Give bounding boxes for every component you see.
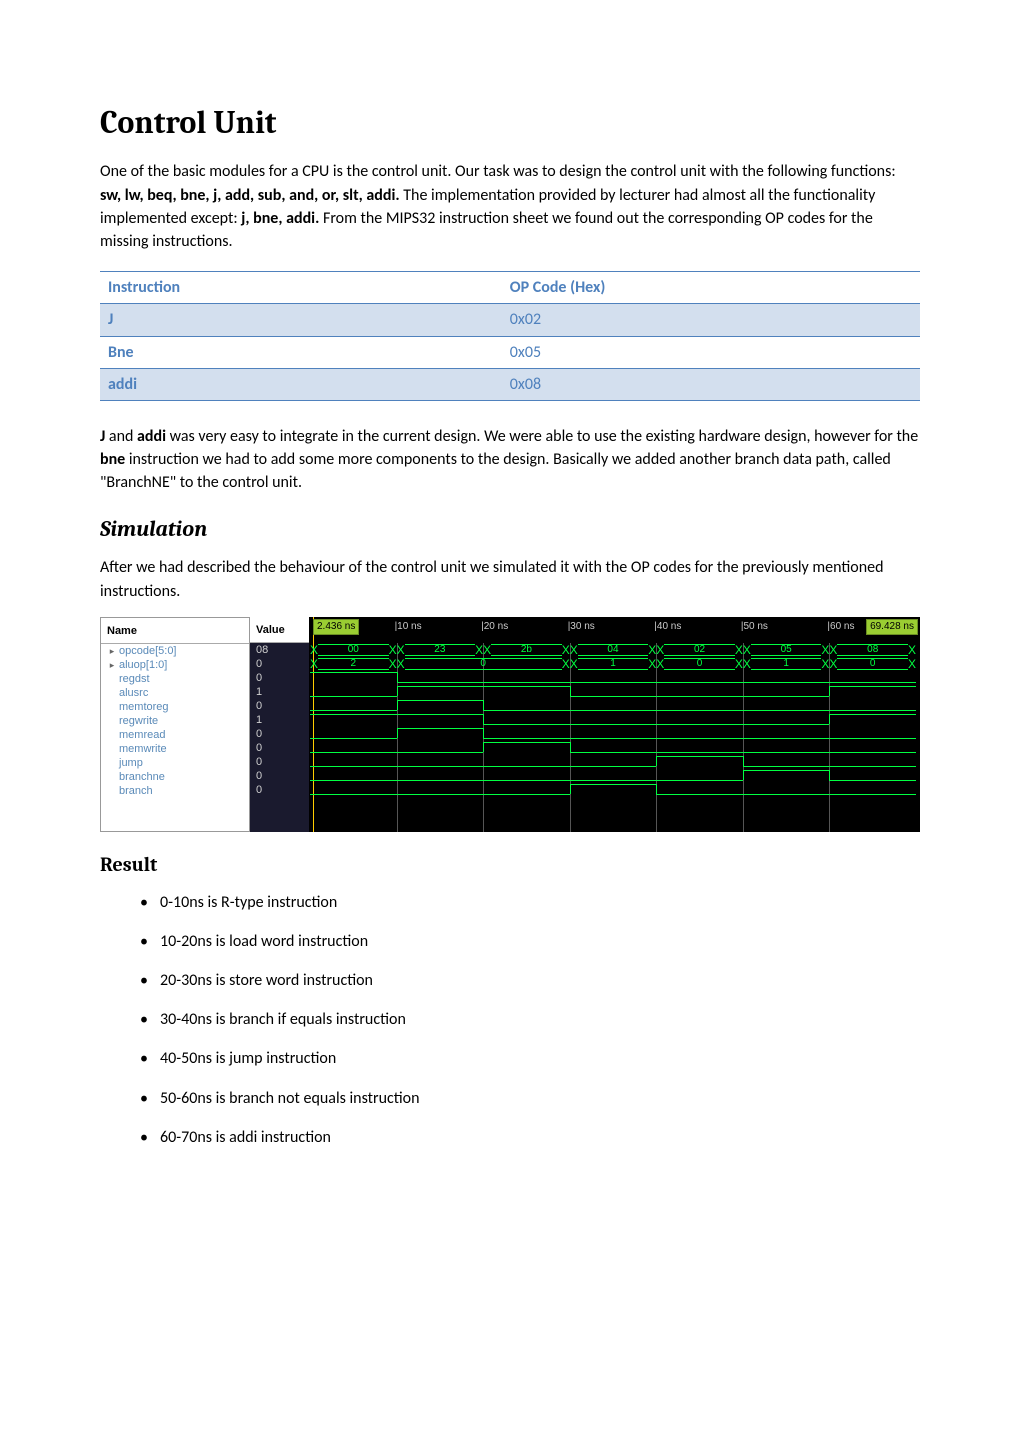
waveform-signal-name[interactable]: alusrc bbox=[101, 686, 249, 700]
list-item: 0-10ns is R-type instruction bbox=[140, 891, 920, 914]
ruler-label: |20 ns bbox=[481, 620, 508, 635]
waveform-signal-row bbox=[310, 671, 920, 685]
waveform-signal-value: 08 bbox=[250, 643, 309, 657]
waveform-bus-segment: XX2b bbox=[487, 644, 566, 656]
waveform-signal-name[interactable]: memwrite bbox=[101, 742, 249, 756]
waveform-bus-segment: XX1 bbox=[574, 658, 653, 670]
table-cell-instruction: Bne bbox=[100, 336, 502, 368]
simulation-paragraph: After we had described the behaviour of … bbox=[100, 556, 920, 602]
list-item: 40-50ns is jump instruction bbox=[140, 1047, 920, 1070]
waveform-bus-segment: XX0 bbox=[660, 658, 739, 670]
list-item: 50-60ns is branch not equals instruction bbox=[140, 1087, 920, 1110]
intro-paragraph: One of the basic modules for a CPU is th… bbox=[100, 160, 920, 253]
waveform-signal-name[interactable]: regdst bbox=[101, 672, 249, 686]
ruler-label: |10 ns bbox=[395, 620, 422, 635]
waveform-bus-segment: XX04 bbox=[574, 644, 653, 656]
waveform-time-ruler: |10 ns |20 ns |30 ns |40 ns |50 ns |60 ns bbox=[310, 617, 920, 643]
opcode-col-instruction: Instruction bbox=[100, 272, 502, 304]
waveform-signal-row bbox=[310, 741, 920, 755]
waveform-signal-value: 0 bbox=[250, 741, 309, 755]
waveform-signal-value: 0 bbox=[250, 783, 309, 797]
waveform-signal-name[interactable]: branch bbox=[101, 784, 249, 798]
waveform-plot[interactable]: 2.436 ns 69.428 ns |10 ns|20 ns|30 ns|40… bbox=[310, 617, 920, 832]
opcode-table: Instruction OP Code (Hex) J0x02Bne0x05ad… bbox=[100, 271, 920, 401]
waveform-signal-row bbox=[310, 727, 920, 741]
waveform-bus-segment: XX00 bbox=[314, 644, 393, 656]
waveform-signal-value: 1 bbox=[250, 713, 309, 727]
waveform-signal-name[interactable]: ▸opcode[5:0] bbox=[101, 644, 249, 658]
intro-text-1: One of the basic modules for a CPU is th… bbox=[100, 162, 896, 181]
waveform-signal-value: 0 bbox=[250, 699, 309, 713]
waveform-name-header: Name bbox=[101, 618, 249, 644]
page-title: Control Unit bbox=[100, 100, 920, 146]
table-cell-opcode: 0x02 bbox=[502, 304, 920, 336]
waveform-signal-value: 0 bbox=[250, 671, 309, 685]
result-list: 0-10ns is R-type instruction 10-20ns is l… bbox=[100, 891, 920, 1149]
waveform-signal-row bbox=[310, 769, 920, 783]
waveform-bus-segment: XX0 bbox=[833, 658, 912, 670]
list-item: 60-70ns is addi instruction bbox=[140, 1126, 920, 1149]
waveform-bus-segment: XX23 bbox=[401, 644, 480, 656]
waveform-signal-row bbox=[310, 685, 920, 699]
intro-missing: j, bne, addi. bbox=[241, 209, 319, 228]
paragraph-integrate: J and addi was very easy to integrate in… bbox=[100, 425, 920, 495]
waveform-signal-value: 0 bbox=[250, 657, 309, 671]
waveform-signal-row bbox=[310, 699, 920, 713]
waveform-viewer: Name ▸opcode[5:0]▸aluop[1:0] regdst alus… bbox=[100, 617, 920, 832]
opcode-col-opcode: OP Code (Hex) bbox=[502, 272, 920, 304]
expand-icon[interactable]: ▸ bbox=[107, 644, 117, 658]
waveform-value-panel: Value 080010100000 bbox=[250, 617, 310, 832]
table-row: J0x02 bbox=[100, 304, 920, 336]
intro-funcs: sw, lw, beq, bne, j, add, sub, and, or, … bbox=[100, 186, 400, 205]
waveform-name-panel: Name ▸opcode[5:0]▸aluop[1:0] regdst alus… bbox=[100, 617, 250, 832]
table-cell-instruction: addi bbox=[100, 368, 502, 400]
waveform-bus-segment: XX2 bbox=[314, 658, 393, 670]
waveform-bus-segment: XX0 bbox=[401, 658, 566, 670]
list-item: 20-30ns is store word instruction bbox=[140, 969, 920, 992]
waveform-signal-row bbox=[310, 783, 920, 797]
list-item: 10-20ns is load word instruction bbox=[140, 930, 920, 953]
waveform-bus-segment: XX05 bbox=[747, 644, 826, 656]
expand-icon[interactable]: ▸ bbox=[107, 658, 117, 672]
table-cell-opcode: 0x08 bbox=[502, 368, 920, 400]
waveform-signal-name[interactable]: ▸aluop[1:0] bbox=[101, 658, 249, 672]
waveform-signal-value: 0 bbox=[250, 755, 309, 769]
waveform-signal-name[interactable]: branchne bbox=[101, 770, 249, 784]
table-row: addi0x08 bbox=[100, 368, 920, 400]
table-cell-opcode: 0x05 bbox=[502, 336, 920, 368]
waveform-signal-name[interactable]: jump bbox=[101, 756, 249, 770]
waveform-signal-row: XX00 XX23 XX2b XX04 XX02 XX05 XX08 bbox=[310, 643, 920, 657]
list-item: 30-40ns is branch if equals instruction bbox=[140, 1008, 920, 1031]
ruler-label: |30 ns bbox=[568, 620, 595, 635]
table-cell-instruction: J bbox=[100, 304, 502, 336]
waveform-bus-segment: XX08 bbox=[833, 644, 912, 656]
result-heading: Result bbox=[100, 850, 920, 879]
waveform-signal-row: XX2 XX0 XX1 XX0 XX1 XX0 bbox=[310, 657, 920, 671]
waveform-bus-segment: XX02 bbox=[660, 644, 739, 656]
waveform-value-header: Value bbox=[250, 617, 309, 643]
waveform-signal-name[interactable]: memtoreg bbox=[101, 700, 249, 714]
ruler-label: |60 ns bbox=[827, 620, 854, 635]
waveform-signal-area: XX00XX23XX2bXX04XX02XX05XX08XX2XX0XX1XX0… bbox=[310, 643, 920, 832]
waveform-signal-row bbox=[310, 755, 920, 769]
waveform-signal-value: 1 bbox=[250, 685, 309, 699]
ruler-label: |50 ns bbox=[741, 620, 768, 635]
waveform-bus-segment: XX1 bbox=[747, 658, 826, 670]
waveform-signal-name[interactable]: regwrite bbox=[101, 714, 249, 728]
table-row: Bne0x05 bbox=[100, 336, 920, 368]
waveform-signal-row bbox=[310, 713, 920, 727]
waveform-signal-value: 0 bbox=[250, 769, 309, 783]
ruler-label: |40 ns bbox=[654, 620, 681, 635]
waveform-signal-name[interactable]: memread bbox=[101, 728, 249, 742]
simulation-heading: Simulation bbox=[100, 514, 920, 546]
waveform-signal-value: 0 bbox=[250, 727, 309, 741]
